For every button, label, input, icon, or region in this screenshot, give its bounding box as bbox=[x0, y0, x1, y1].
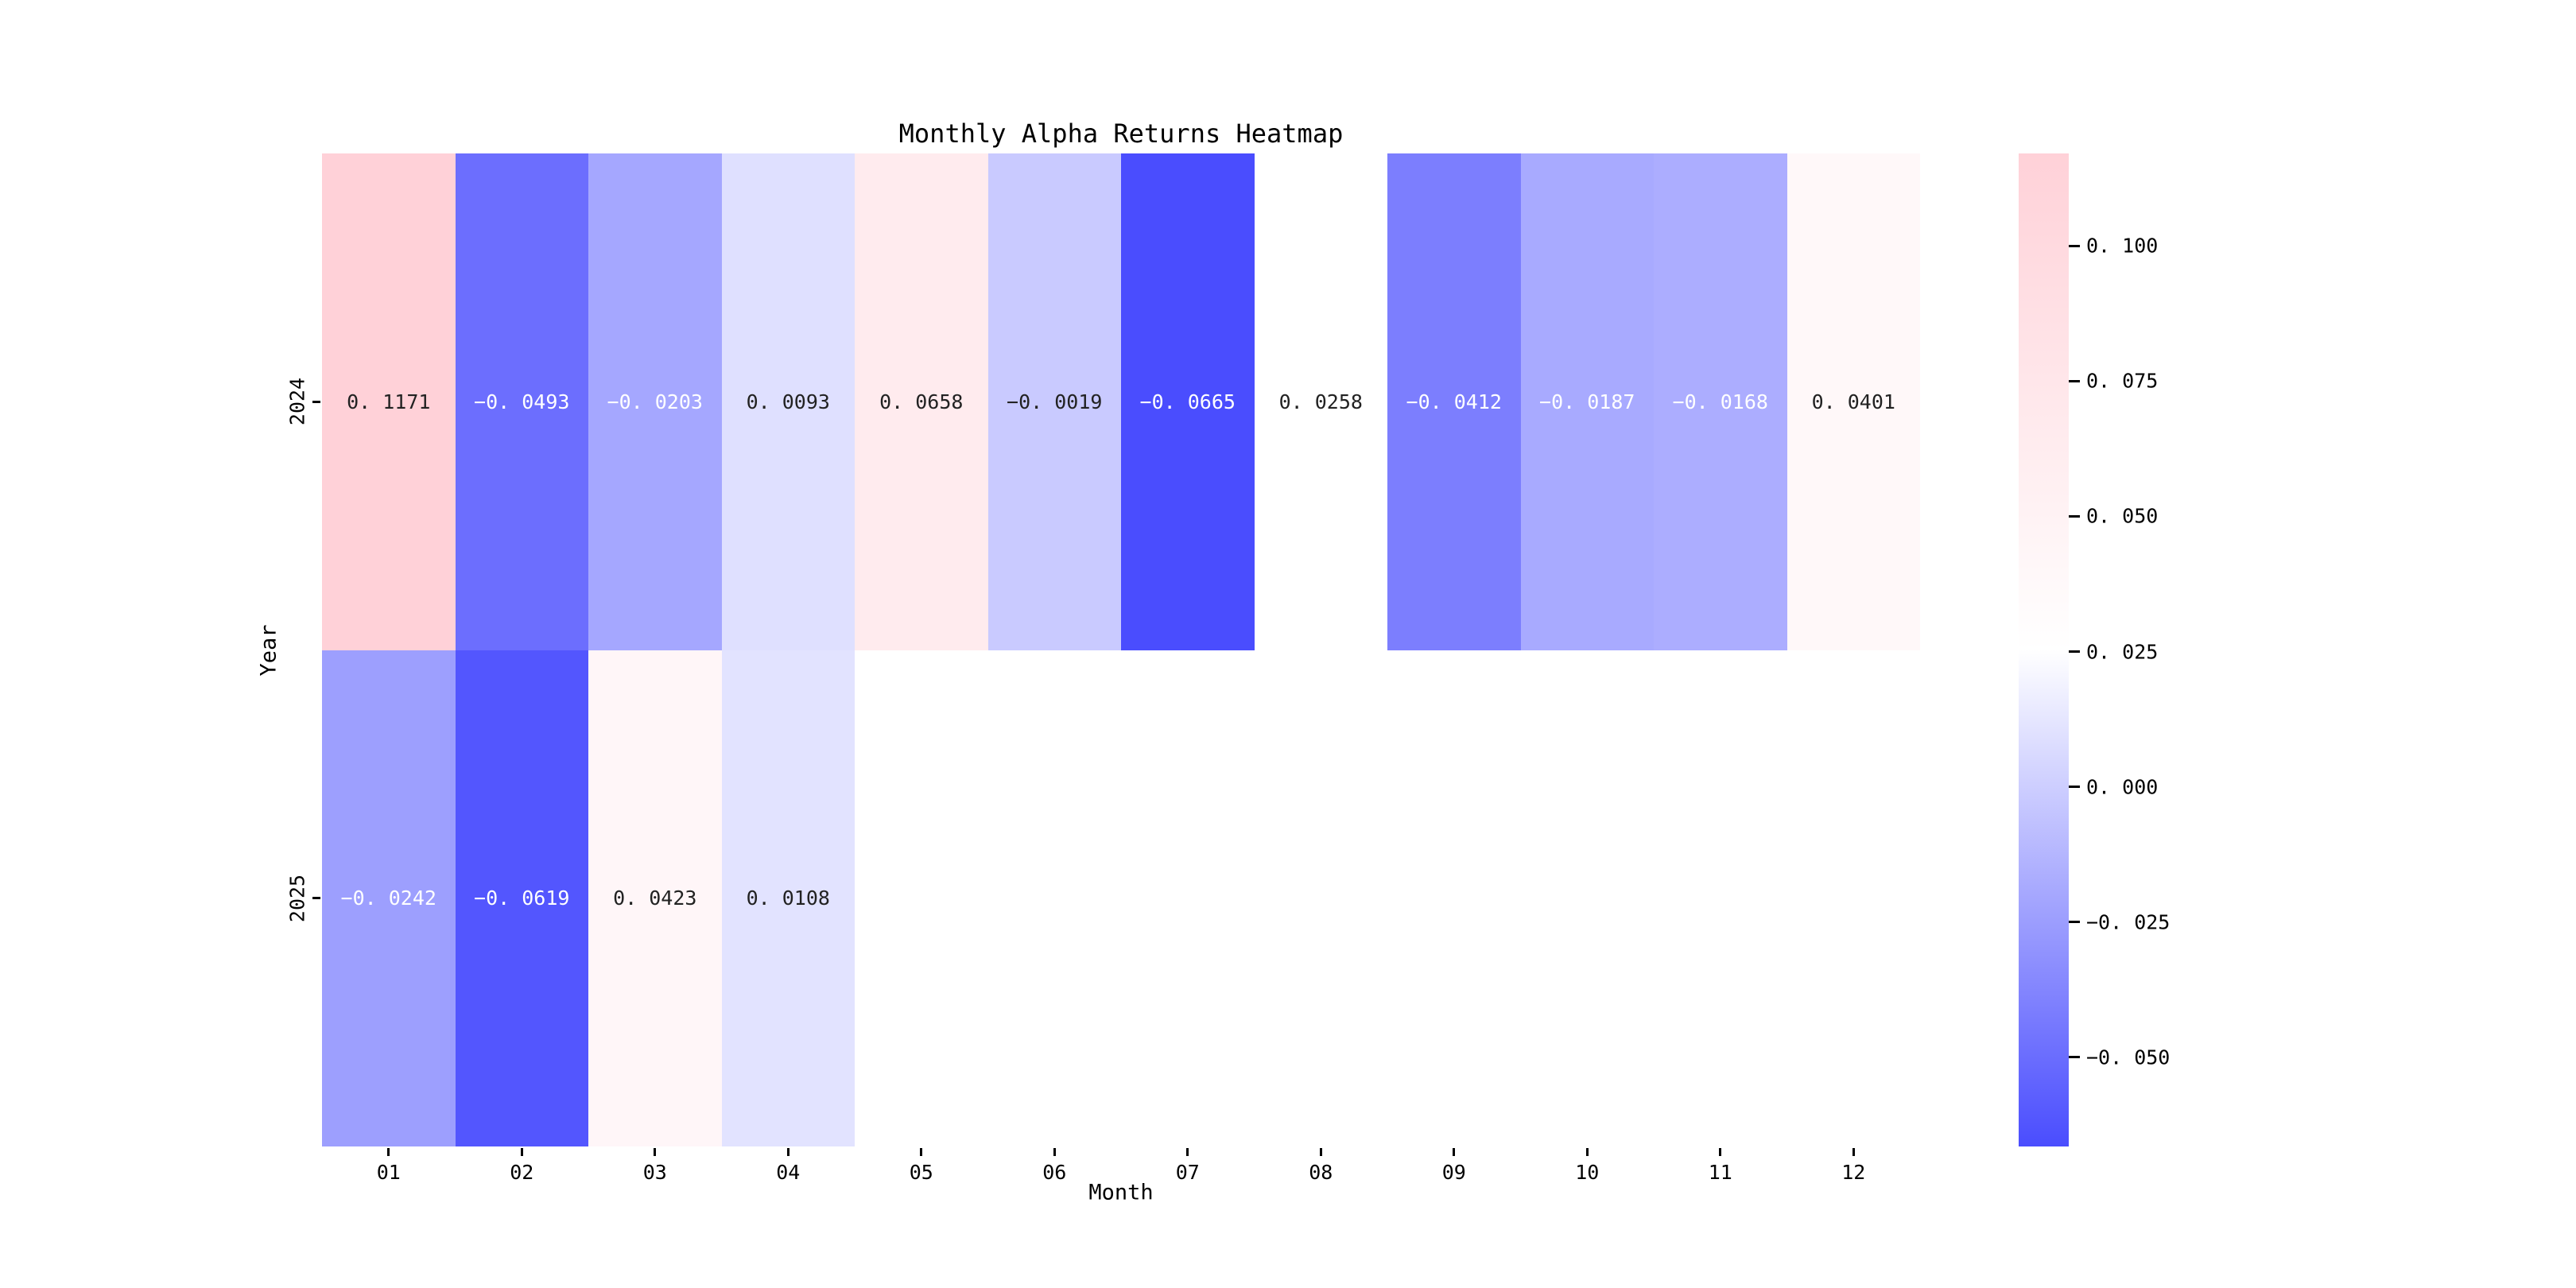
x-tick-mark bbox=[654, 1148, 657, 1156]
y-tick-label: 2025 bbox=[285, 874, 309, 922]
x-tick-label: 03 bbox=[642, 1161, 667, 1184]
x-tick-label: 05 bbox=[909, 1161, 933, 1184]
x-tick-label: 02 bbox=[510, 1161, 534, 1184]
heatmap-cell-value: 0. 0108 bbox=[746, 886, 830, 910]
heatmap-cell: 0. 0658 bbox=[855, 153, 988, 650]
heatmap-cell: −0. 0493 bbox=[455, 153, 588, 650]
x-tick-mark bbox=[520, 1148, 523, 1156]
x-tick-label: 12 bbox=[1841, 1161, 1866, 1184]
x-tick-mark bbox=[786, 1148, 789, 1156]
colorbar-tick-label: 0. 050 bbox=[2086, 504, 2159, 528]
x-tick-label: 06 bbox=[1042, 1161, 1067, 1184]
x-tick-mark bbox=[1719, 1148, 1722, 1156]
x-tick-mark bbox=[1319, 1148, 1322, 1156]
heatmap-cell: 0. 0258 bbox=[1254, 153, 1387, 650]
x-tick-mark bbox=[920, 1148, 923, 1156]
x-axis-label: Month bbox=[1088, 1180, 1154, 1205]
heatmap-cell: −0. 0412 bbox=[1387, 153, 1521, 650]
heatmap-cell: 0. 0108 bbox=[721, 650, 855, 1146]
x-tick-label: 11 bbox=[1708, 1161, 1732, 1184]
heatmap-cell: −0. 0242 bbox=[322, 650, 456, 1146]
x-tick-mark bbox=[387, 1148, 390, 1156]
heatmap-cell: 0. 0401 bbox=[1787, 153, 1920, 650]
colorbar-tick-label: −0. 050 bbox=[2086, 1046, 2171, 1069]
colorbar-tick-label: −0. 025 bbox=[2086, 910, 2171, 934]
y-tick-label: 2024 bbox=[285, 378, 309, 426]
heatmap-cell-value: −0. 0203 bbox=[607, 390, 703, 413]
heatmap-cell: −0. 0187 bbox=[1520, 153, 1654, 650]
heatmap-cell: −0. 0665 bbox=[1121, 153, 1255, 650]
colorbar-tick-label: 0. 000 bbox=[2086, 775, 2159, 799]
x-tick-label: 08 bbox=[1309, 1161, 1333, 1184]
colorbar-tick-label: 0. 100 bbox=[2086, 234, 2159, 258]
heatmap-cell-value: 0. 0423 bbox=[613, 886, 697, 910]
heatmap-cell: −0. 0019 bbox=[987, 153, 1121, 650]
x-tick-label: 04 bbox=[776, 1161, 801, 1184]
x-tick-label: 01 bbox=[376, 1161, 401, 1184]
chart-title: Monthly Alpha Returns Heatmap bbox=[898, 118, 1344, 149]
y-tick-mark bbox=[312, 897, 320, 900]
heatmap-cell: −0. 0203 bbox=[588, 153, 722, 650]
colorbar-tick-mark bbox=[2069, 379, 2080, 382]
colorbar-tick-mark bbox=[2069, 244, 2080, 247]
colorbar-tick-mark bbox=[2069, 650, 2080, 654]
heatmap-cell-value: 0. 0093 bbox=[746, 390, 830, 413]
heatmap-cell-value: −0. 0665 bbox=[1139, 390, 1236, 413]
x-tick-label: 09 bbox=[1441, 1161, 1466, 1184]
heatmap-cell-value: −0. 0242 bbox=[340, 886, 436, 910]
x-tick-mark bbox=[1053, 1148, 1056, 1156]
colorbar-tick-label: 0. 075 bbox=[2086, 369, 2159, 393]
x-tick-mark bbox=[1453, 1148, 1456, 1156]
y-tick-mark bbox=[312, 400, 320, 403]
heatmap-cell-value: −0. 0168 bbox=[1672, 390, 1768, 413]
heatmap-cell-value: 0. 0401 bbox=[1811, 390, 1895, 413]
y-axis-label: Year bbox=[256, 623, 281, 677]
x-tick-mark bbox=[1585, 1148, 1589, 1156]
colorbar bbox=[2019, 153, 2069, 1146]
heatmap-cell-value: 0. 0258 bbox=[1278, 390, 1363, 413]
heatmap-cell: −0. 0619 bbox=[455, 650, 588, 1146]
heatmap-cell: 0. 0093 bbox=[721, 153, 855, 650]
heatmap-cell-value: −0. 0619 bbox=[474, 886, 570, 910]
heatmap-cell-value: −0. 0412 bbox=[1406, 390, 1502, 413]
colorbar-tick-mark bbox=[2069, 514, 2080, 518]
heatmap-cell: −0. 0168 bbox=[1654, 153, 1787, 650]
colorbar-tick-mark bbox=[2069, 1056, 2080, 1059]
heatmap-cell-value: −0. 0493 bbox=[474, 390, 570, 413]
colorbar-tick-mark bbox=[2069, 921, 2080, 924]
x-tick-label: 07 bbox=[1175, 1161, 1200, 1184]
colorbar-tick-label: 0. 025 bbox=[2086, 640, 2159, 664]
heatmap-cell-value: −0. 0019 bbox=[1007, 390, 1103, 413]
x-tick-mark bbox=[1186, 1148, 1189, 1156]
heatmap-cell-value: −0. 0187 bbox=[1539, 390, 1635, 413]
heatmap-cell: 0. 1171 bbox=[322, 153, 456, 650]
x-tick-label: 10 bbox=[1575, 1161, 1600, 1184]
colorbar-tick-mark bbox=[2069, 786, 2080, 789]
heatmap-cell-value: 0. 1171 bbox=[347, 390, 431, 413]
heatmap-cell: 0. 0423 bbox=[588, 650, 722, 1146]
x-tick-mark bbox=[1852, 1148, 1855, 1156]
heatmap-cell-value: 0. 0658 bbox=[879, 390, 964, 413]
